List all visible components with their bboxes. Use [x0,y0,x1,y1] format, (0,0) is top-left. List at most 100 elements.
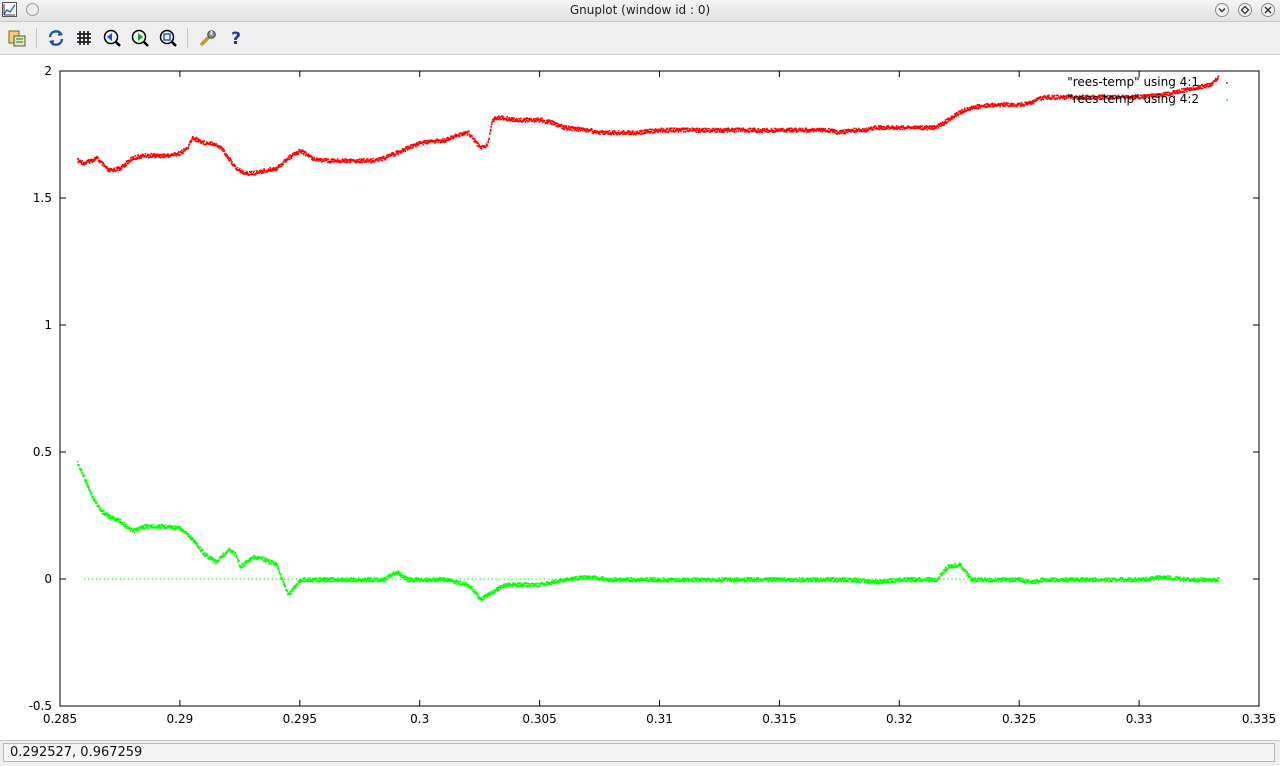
data-point [838,580,840,582]
data-point [356,159,358,161]
data-point [161,154,163,156]
data-point [667,128,669,130]
data-point [938,127,940,129]
data-point [235,166,237,168]
data-point [239,168,241,170]
data-point [755,129,757,131]
data-point [468,131,470,133]
data-point [378,160,380,162]
data-point [337,158,339,160]
data-point [508,117,510,119]
data-point [727,131,729,133]
data-point [978,108,980,110]
data-point [309,577,311,579]
data-point [139,530,141,532]
data-point [745,581,747,583]
data-point [931,128,933,130]
data-point [518,118,520,120]
data-point [750,580,752,582]
data-point [238,560,240,562]
minimize-icon[interactable] [1215,3,1229,17]
data-point [291,158,293,160]
close-icon[interactable] [1261,3,1275,17]
data-point [687,128,689,130]
data-point [95,159,97,161]
data-point [125,163,127,165]
data-point [836,130,838,132]
data-point [826,580,828,582]
data-point [683,131,685,133]
data-point [467,132,469,134]
zoom-forward-button[interactable] [129,27,151,49]
data-point [489,133,491,135]
data-point [610,578,612,580]
data-point [668,130,670,132]
data-point [750,128,752,130]
data-point [122,523,124,525]
data-point [228,156,230,158]
data-point [680,131,682,133]
data-point [873,128,875,130]
data-point [82,160,84,162]
settings-button[interactable] [197,27,219,49]
zoom-back-button[interactable] [101,27,123,49]
data-point [139,158,141,160]
data-point [477,142,479,144]
data-point [96,501,98,503]
data-point [571,130,573,132]
data-point [689,128,691,130]
replot-button[interactable] [45,27,67,49]
data-point [1031,103,1033,105]
data-point [128,163,130,165]
data-point [591,129,593,131]
data-point [216,144,218,146]
data-point [289,158,291,160]
data-point [483,598,485,600]
data-point [1006,105,1008,107]
maximize-icon[interactable] [1238,3,1252,17]
help-button[interactable]: ? [225,27,247,49]
data-point [721,579,723,581]
autoscale-button[interactable] [157,27,179,49]
data-point [777,131,779,133]
data-point [1212,84,1214,86]
data-point [789,128,791,130]
data-point [153,524,155,526]
data-point [1024,104,1026,106]
y-tick-label: 2 [44,64,52,78]
data-point [661,128,663,130]
data-point [280,574,282,576]
data-point [137,530,139,532]
export-button[interactable] [6,27,28,49]
data-point [529,583,531,585]
data-point [113,517,115,519]
data-point [536,583,538,585]
data-point [349,580,351,582]
export-icon [7,28,27,48]
data-point [528,583,530,585]
data-point [887,128,889,130]
data-point [226,552,228,554]
data-point [519,582,521,584]
data-point [381,160,383,162]
data-point [81,469,83,471]
data-point [103,510,105,512]
data-point [442,138,444,140]
data-point [392,574,394,576]
data-point [612,581,614,583]
data-point [204,141,206,143]
data-point [491,124,493,126]
data-point [843,129,845,131]
data-point [324,160,326,162]
data-point [734,131,736,133]
data-point [325,581,327,583]
data-point [129,526,131,528]
data-point [246,560,248,562]
data-point [490,594,492,596]
data-point [823,128,825,130]
data-point [1218,75,1220,77]
grid-button[interactable] [73,27,95,49]
data-point [717,581,719,583]
